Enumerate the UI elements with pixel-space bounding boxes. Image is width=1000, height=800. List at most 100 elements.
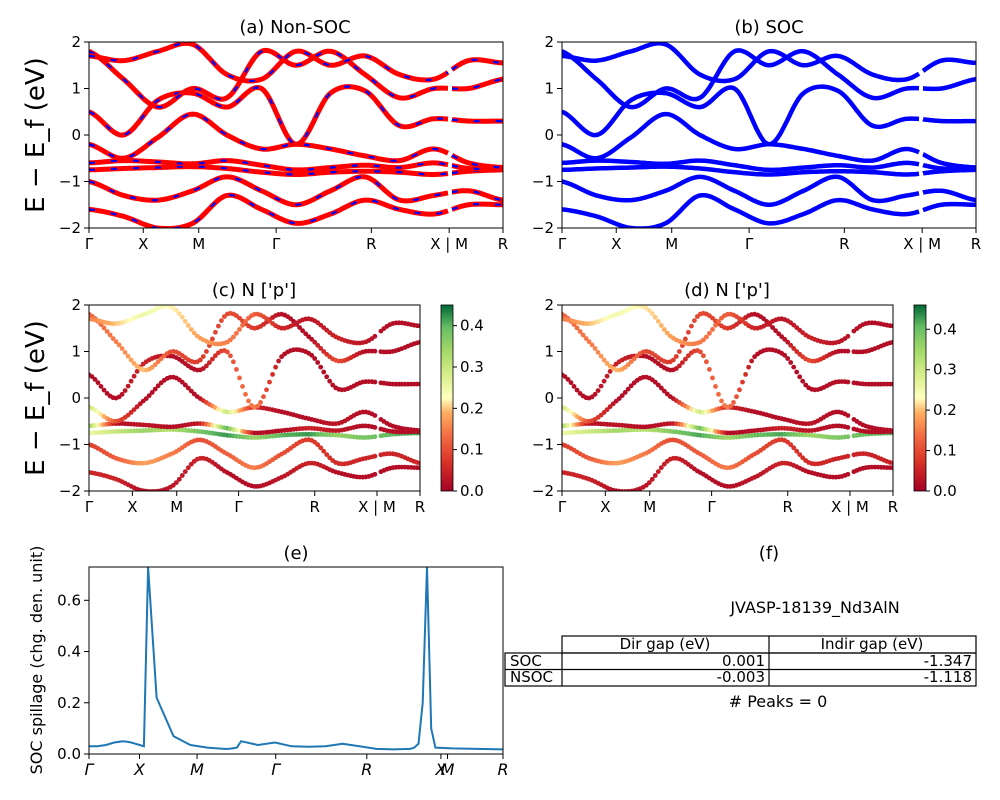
band-point [131, 407, 137, 412]
panel-a-ytick-label: 2 [71, 33, 81, 51]
band-point [309, 336, 315, 342]
band-point [655, 382, 661, 388]
band-line [451, 58, 503, 71]
ylabel-middle: E − E_f (eV) [21, 320, 51, 476]
band-point [131, 373, 137, 379]
band-point [710, 375, 715, 381]
band-line [562, 111, 920, 164]
panel-a-xtick-label: R [366, 235, 376, 253]
band-point [134, 369, 140, 374]
colorbar-d-tick-label: 0.2 [933, 401, 957, 419]
band-point [372, 348, 378, 354]
band-point [152, 386, 158, 392]
band-point [264, 387, 269, 393]
band-point [686, 353, 691, 359]
band-point [128, 378, 134, 384]
band-point [785, 356, 791, 361]
band-point [628, 359, 634, 365]
band-point [713, 384, 718, 389]
band-point [330, 382, 336, 388]
panel-a-xtick-label: Γ [85, 235, 94, 253]
band-point [372, 471, 378, 477]
band-point [243, 319, 248, 324]
band-point [607, 404, 613, 410]
band-point [204, 363, 209, 369]
band-point [568, 380, 574, 386]
band-point [89, 374, 95, 379]
band-point [592, 391, 598, 397]
band-point [372, 379, 378, 385]
band-point [794, 448, 800, 454]
panel-b-xtick-label: X | M [903, 235, 941, 253]
band-point [604, 373, 610, 379]
band-point [794, 369, 800, 375]
band-point [104, 329, 110, 334]
band-point [321, 448, 327, 454]
band-point [607, 369, 613, 374]
band-point [110, 336, 116, 341]
band-point [107, 332, 113, 338]
spillage-line [89, 567, 503, 751]
band-point [713, 322, 718, 328]
band-point [698, 349, 703, 355]
band-point [737, 387, 742, 393]
band-point [791, 364, 797, 370]
band-line [562, 174, 920, 207]
band-point [219, 318, 224, 323]
band-point [417, 339, 420, 345]
band-point [417, 323, 420, 329]
band-point [372, 333, 378, 339]
colorbar-c-tick-label: 0.2 [460, 399, 484, 417]
panel-e-frame [88, 566, 504, 755]
band-point [673, 354, 679, 359]
band-point [619, 393, 625, 398]
band-point [228, 337, 233, 343]
panel-a: −2 −1 0 1 2 Γ X M Γ R X | M R [59, 33, 508, 253]
title-e: (e) [283, 543, 308, 564]
panel-b-ytick-label: −1 [532, 173, 554, 191]
band-point [562, 374, 568, 379]
band-point [179, 314, 185, 320]
band-point [185, 385, 191, 391]
band-point [631, 356, 637, 362]
band-point [845, 434, 851, 440]
band-point [890, 339, 893, 345]
band-line [89, 112, 449, 162]
band-point [655, 319, 661, 324]
band-point [417, 381, 420, 387]
band-point [200, 354, 206, 359]
band-point [598, 383, 604, 389]
band-point [185, 323, 191, 328]
table-row-soc-dir: 0.001 [722, 652, 765, 670]
band-point [797, 452, 803, 457]
panel-d-xtick-label: R [888, 498, 898, 516]
band-point [701, 353, 706, 359]
panel-a-xtick-label: X | M [430, 235, 468, 253]
band-point [595, 388, 601, 393]
band-point [661, 461, 667, 467]
band-point [158, 356, 164, 362]
band-point [155, 383, 161, 389]
band-point [601, 410, 607, 415]
band-point [574, 325, 580, 331]
band-line [922, 152, 976, 170]
band-point [677, 363, 682, 369]
band-point [604, 361, 610, 366]
band-line [562, 42, 921, 84]
band-point [179, 379, 185, 385]
band-point [240, 384, 245, 389]
band-point [216, 323, 221, 329]
panel-c-xtick-label: Γ [85, 498, 94, 516]
band-point [146, 393, 152, 398]
panel-d-ytick-label: 0 [544, 389, 554, 407]
band-point [297, 325, 302, 330]
band-point [890, 381, 893, 387]
ylabel-spillage: SOC spillage (chg. den. unit) [27, 546, 46, 775]
band-point [327, 378, 333, 384]
band-point [182, 319, 188, 324]
band-point [149, 390, 155, 395]
band-point [228, 353, 233, 359]
panel-e-ytick-label: 0.0 [57, 745, 81, 763]
panel-e-xtick-label: X [133, 760, 146, 779]
